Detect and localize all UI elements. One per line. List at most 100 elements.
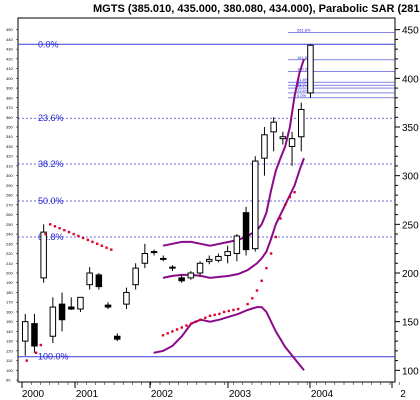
y-small-label: 320 [6, 154, 13, 159]
sar-dot [213, 313, 216, 317]
y-tick-label: 200 [402, 269, 419, 280]
candle-body [261, 134, 268, 159]
y-small-label: 430 [6, 47, 13, 52]
y-small-label: 180 [6, 290, 13, 295]
y-tick-label: 150 [402, 318, 419, 329]
sar-dot [265, 266, 268, 270]
y-small-label: 230 [6, 241, 13, 246]
candle-body [150, 251, 158, 254]
sar-dot [180, 326, 183, 329]
y-small-label: 390 [6, 86, 13, 91]
candle-body [141, 253, 149, 264]
y-small-label: 220 [6, 251, 13, 256]
y-small-label: 450 [6, 27, 13, 32]
y-small-label: 440 [6, 37, 13, 42]
sar-dot [53, 225, 57, 228]
y-small-label: 410 [6, 66, 13, 71]
candle-body [95, 274, 103, 288]
sar-dot [110, 248, 113, 251]
fib-label: 23.6% [38, 113, 64, 123]
candle-body [31, 323, 38, 347]
fib-small-label: 61.8% [297, 77, 309, 82]
band-mid [162, 157, 305, 279]
sar-dot [218, 312, 221, 316]
y-small-label: 160 [6, 309, 13, 314]
y-tick-label: 400 [402, 74, 419, 85]
sar-dot [39, 343, 42, 347]
y-small-label: 170 [6, 300, 13, 305]
sar-dot [161, 334, 165, 337]
candle-body [224, 251, 231, 256]
sar-dot [293, 191, 296, 194]
sar-dot [194, 320, 198, 323]
sar-dot [255, 289, 259, 292]
candle-body [58, 303, 66, 321]
candle-body [298, 108, 305, 138]
candle-body [49, 306, 57, 337]
sar-dot [227, 309, 230, 313]
candle-body [178, 277, 185, 282]
chart-title: MGTS (385.010, 435.000, 380.080, 434.000… [93, 3, 420, 15]
sar-dot [199, 318, 202, 321]
y-small-label: 150 [6, 319, 13, 324]
x-tick-label: 2000 [22, 389, 45, 400]
candle-body [196, 262, 204, 274]
candle-body [206, 258, 213, 262]
sar-dot [279, 217, 282, 220]
y-small-label: 110 [6, 358, 13, 363]
sar-dot [260, 279, 263, 282]
y-small-label: 310 [6, 163, 13, 168]
candle-body [233, 235, 241, 255]
y-small-label: 240 [6, 232, 13, 237]
candle-body [104, 304, 112, 308]
x-tick-label: 2 [400, 389, 406, 400]
candle-body [169, 266, 176, 269]
sar-dot [25, 359, 28, 362]
y-tick-label: 100 [402, 366, 419, 377]
fib-label: 50.0% [38, 196, 64, 206]
candle-body [114, 335, 121, 340]
y-small-label: 330 [6, 144, 13, 149]
candle-body [215, 255, 222, 261]
sar-dot [274, 235, 277, 239]
fib-small-label: 100.0% [297, 67, 311, 72]
fib-small-label: 0.0% [297, 93, 307, 98]
x-tick-label: 2001 [76, 389, 99, 400]
sar-dot [284, 203, 287, 207]
candle-body [270, 121, 277, 133]
candlesticks [22, 44, 314, 356]
y-small-label: 270 [6, 202, 13, 207]
y-small-label: 120 [6, 348, 13, 353]
sar-dot [67, 230, 71, 234]
sar-dot [49, 223, 52, 226]
candle-body [77, 296, 84, 310]
fib-small-label: 161.8% [297, 55, 311, 60]
candle-body [160, 257, 167, 260]
sar-dot [72, 232, 75, 236]
candle-body [279, 136, 287, 140]
sar-dot [166, 332, 169, 335]
candle-body [242, 212, 250, 251]
sar-dot [81, 236, 85, 240]
x-tick-label: 2004 [311, 389, 334, 400]
candle-body [288, 138, 296, 147]
sar-dot [246, 302, 249, 306]
sar-dot [251, 297, 254, 300]
sar-dot [288, 195, 292, 199]
fib-label: 38.2% [38, 159, 64, 169]
y-small-label: 260 [6, 212, 13, 217]
y-small-label: 420 [6, 56, 13, 61]
sar-dot [96, 242, 99, 245]
sar-dot [204, 316, 207, 319]
fib-small-label: 261.8% [297, 28, 311, 33]
candle-body [187, 272, 195, 279]
fib-label: 61.8% [38, 232, 64, 242]
candle-body [22, 321, 29, 342]
parabolic-sar [25, 191, 296, 362]
y-tick-label: 300 [402, 172, 419, 183]
band-lower [153, 306, 305, 371]
y-small-label: 340 [6, 134, 13, 139]
fibonacci-levels: 0.0% 23.6% 38.2% 50.0% 61.8% 100.0% 261.8% 161.… [18, 28, 395, 362]
